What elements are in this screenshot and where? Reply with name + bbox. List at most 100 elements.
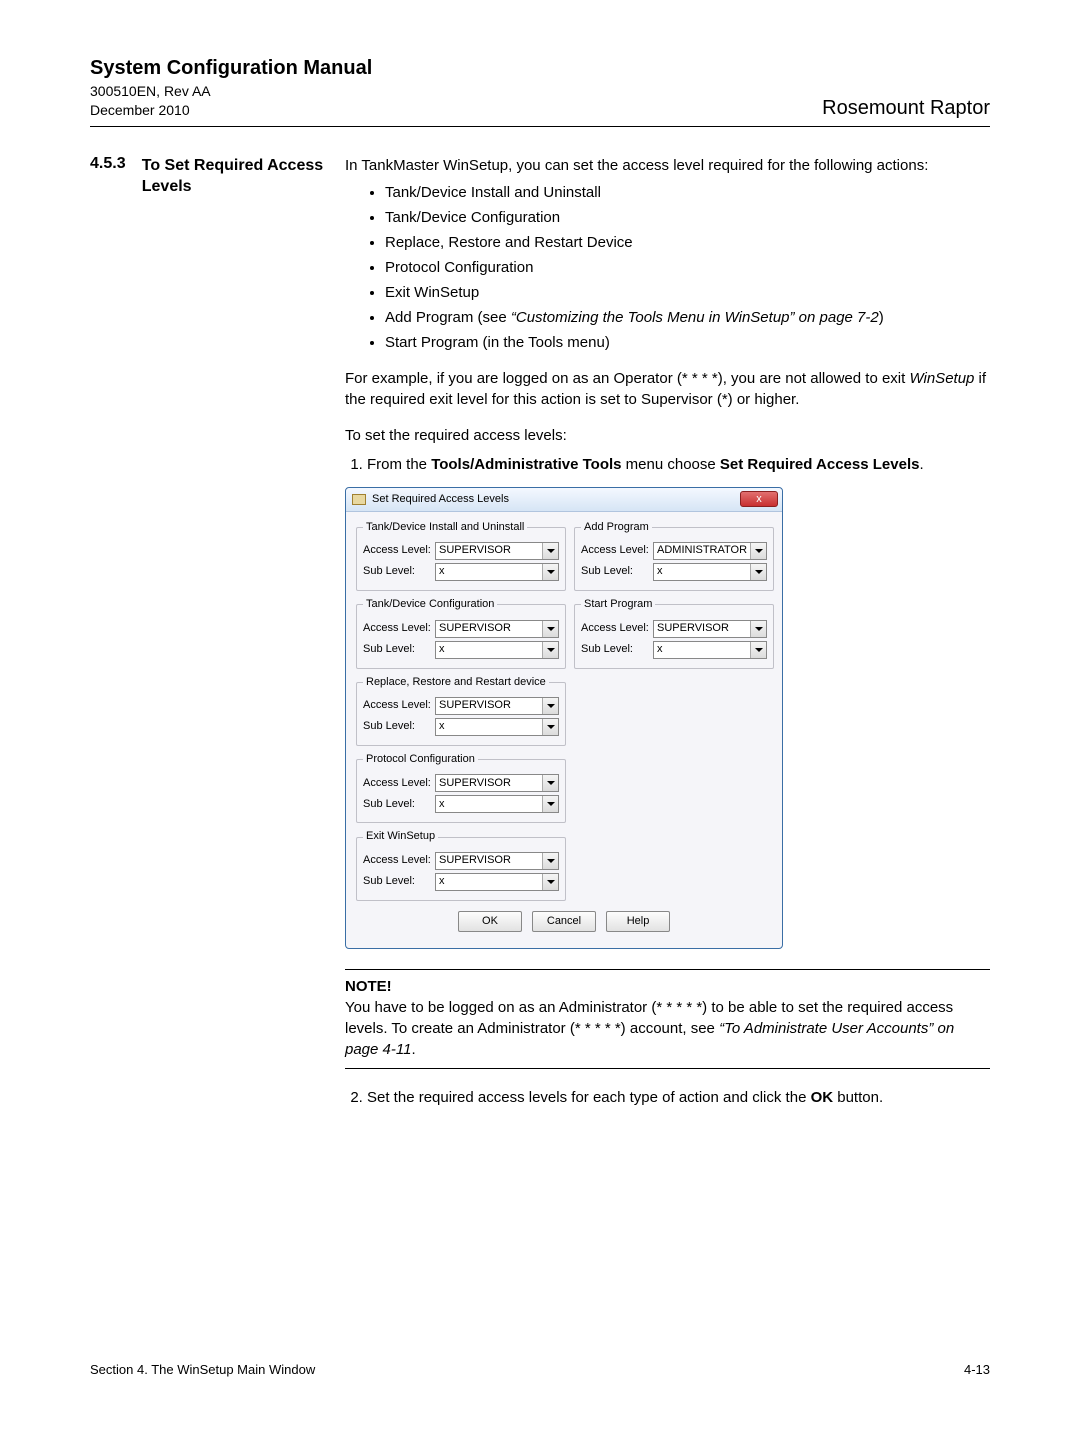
- note-text: .: [411, 1041, 415, 1058]
- cancel-button[interactable]: Cancel: [532, 911, 596, 932]
- access-level-dropdown[interactable]: SUPERVISOR: [435, 774, 559, 792]
- bullet-item: Exit WinSetup: [385, 282, 990, 303]
- dropdown-value: x: [657, 642, 663, 657]
- dropdown-value: SUPERVISOR: [439, 698, 511, 713]
- dropdown-value: SUPERVISOR: [439, 776, 511, 791]
- access-level-dropdown[interactable]: SUPERVISOR: [435, 852, 559, 870]
- access-level-dropdown[interactable]: ADMINISTRATOR: [653, 542, 767, 560]
- chevron-down-icon[interactable]: [542, 719, 558, 735]
- section-body: In TankMaster WinSetup, you can set the …: [345, 155, 990, 1120]
- group-start-program: Start Program Access Level: SUPERVISOR S…: [574, 597, 774, 668]
- text: button.: [833, 1089, 883, 1106]
- chevron-down-icon[interactable]: [542, 874, 558, 890]
- close-icon[interactable]: x: [740, 491, 778, 507]
- chevron-down-icon[interactable]: [750, 642, 766, 658]
- sub-level-dropdown[interactable]: x: [435, 718, 559, 736]
- access-level-label: Access Level:: [363, 776, 435, 791]
- chevron-down-icon[interactable]: [750, 543, 766, 559]
- dialog-body: Tank/Device Install and Uninstall Access…: [346, 512, 782, 948]
- text: menu choose: [622, 456, 720, 473]
- group-replace-restore: Replace, Restore and Restart device Acce…: [356, 675, 566, 746]
- group-legend: Tank/Device Install and Uninstall: [363, 520, 527, 535]
- section-453: 4.5.3 To Set Required Access Levels In T…: [90, 155, 990, 1120]
- header-left: System Configuration Manual 300510EN, Re…: [90, 55, 372, 120]
- step-2: Set the required access levels for each …: [367, 1087, 990, 1108]
- bullet-item: Start Program (in the Tools menu): [385, 332, 990, 353]
- sub-level-dropdown[interactable]: x: [435, 873, 559, 891]
- dropdown-value: SUPERVISOR: [439, 853, 511, 868]
- chevron-down-icon[interactable]: [542, 853, 558, 869]
- bullet-text: ): [879, 309, 884, 326]
- window-icon: [352, 494, 366, 505]
- access-level-dropdown[interactable]: SUPERVISOR: [435, 542, 559, 560]
- bullet-item: Tank/Device Configuration: [385, 207, 990, 228]
- dropdown-value: x: [439, 719, 445, 734]
- sub-level-dropdown[interactable]: x: [435, 563, 559, 581]
- note-label: NOTE!: [345, 976, 990, 997]
- dropdown-value: x: [439, 874, 445, 889]
- access-level-label: Access Level:: [363, 621, 435, 636]
- bullet-item: Protocol Configuration: [385, 257, 990, 278]
- sub-level-dropdown[interactable]: x: [435, 795, 559, 813]
- dropdown-value: SUPERVISOR: [657, 621, 729, 636]
- sub-level-dropdown[interactable]: x: [653, 641, 767, 659]
- chevron-down-icon[interactable]: [542, 642, 558, 658]
- section-heading: 4.5.3 To Set Required Access Levels: [90, 155, 345, 1120]
- group-install-uninstall: Tank/Device Install and Uninstall Access…: [356, 520, 566, 591]
- access-level-dropdown[interactable]: SUPERVISOR: [653, 620, 767, 638]
- chevron-down-icon[interactable]: [750, 564, 766, 580]
- chevron-down-icon[interactable]: [542, 698, 558, 714]
- access-level-dropdown[interactable]: SUPERVISOR: [435, 697, 559, 715]
- bullet-item: Tank/Device Install and Uninstall: [385, 182, 990, 203]
- procedure-steps: From the Tools/Administrative Tools menu…: [345, 454, 990, 475]
- note-box: NOTE! You have to be logged on as an Adm…: [345, 969, 990, 1069]
- sub-level-label: Sub Level:: [363, 719, 435, 734]
- chevron-down-icon[interactable]: [542, 775, 558, 791]
- group-legend: Start Program: [581, 597, 655, 612]
- sub-level-label: Sub Level:: [363, 564, 435, 579]
- actions-bullet-list: Tank/Device Install and Uninstall Tank/D…: [345, 182, 990, 353]
- text: Set the required access levels for each …: [367, 1089, 811, 1106]
- help-button[interactable]: Help: [606, 911, 670, 932]
- command-name: Set Required Access Levels: [720, 456, 920, 473]
- dropdown-value: x: [439, 564, 445, 579]
- group-legend: Replace, Restore and Restart device: [363, 675, 549, 690]
- sub-level-dropdown[interactable]: x: [435, 641, 559, 659]
- group-protocol-config: Protocol Configuration Access Level: SUP…: [356, 752, 566, 823]
- dropdown-value: x: [439, 797, 445, 812]
- ok-button[interactable]: OK: [458, 911, 522, 932]
- access-level-label: Access Level:: [363, 543, 435, 558]
- bullet-item: Replace, Restore and Restart Device: [385, 232, 990, 253]
- dropdown-value: x: [439, 642, 445, 657]
- document-page: System Configuration Manual 300510EN, Re…: [0, 0, 1080, 1437]
- text-italic: WinSetup: [909, 370, 974, 387]
- sub-level-label: Sub Level:: [363, 874, 435, 889]
- sub-level-label: Sub Level:: [363, 642, 435, 657]
- page-footer: Section 4. The WinSetup Main Window 4-13: [90, 1362, 990, 1377]
- procedure-intro: To set the required access levels:: [345, 425, 990, 446]
- dialog-left-column: Tank/Device Install and Uninstall Access…: [356, 520, 566, 907]
- page-header: System Configuration Manual 300510EN, Re…: [90, 55, 990, 120]
- chevron-down-icon[interactable]: [542, 564, 558, 580]
- dialog-title: Set Required Access Levels: [372, 492, 740, 507]
- group-exit-winsetup: Exit WinSetup Access Level: SUPERVISOR S…: [356, 829, 566, 900]
- bullet-xref: “Customizing the Tools Menu in WinSetup”…: [511, 309, 879, 326]
- access-level-label: Access Level:: [363, 853, 435, 868]
- section-title: To Set Required Access Levels: [142, 155, 345, 1120]
- access-level-label: Access Level:: [363, 698, 435, 713]
- text: .: [919, 456, 923, 473]
- sub-level-dropdown[interactable]: x: [653, 563, 767, 581]
- dropdown-value: SUPERVISOR: [439, 543, 511, 558]
- step-1: From the Tools/Administrative Tools menu…: [367, 454, 990, 475]
- access-level-dropdown[interactable]: SUPERVISOR: [435, 620, 559, 638]
- chevron-down-icon[interactable]: [542, 543, 558, 559]
- group-legend: Protocol Configuration: [363, 752, 478, 767]
- dialog-titlebar[interactable]: Set Required Access Levels x: [346, 488, 782, 512]
- sub-level-label: Sub Level:: [581, 564, 653, 579]
- chevron-down-icon[interactable]: [750, 621, 766, 637]
- procedure-steps-continued: Set the required access levels for each …: [345, 1087, 990, 1108]
- chevron-down-icon[interactable]: [542, 796, 558, 812]
- intro-paragraph: In TankMaster WinSetup, you can set the …: [345, 155, 990, 176]
- chevron-down-icon[interactable]: [542, 621, 558, 637]
- menu-path: Tools/Administrative Tools: [431, 456, 621, 473]
